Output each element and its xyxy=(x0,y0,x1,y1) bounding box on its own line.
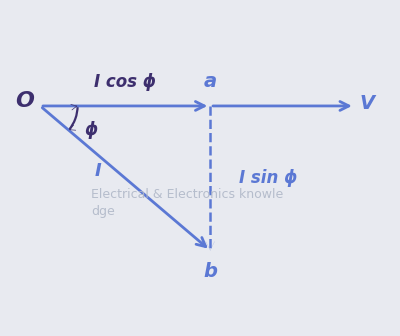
Text: ϕ: ϕ xyxy=(84,121,98,139)
Text: V: V xyxy=(359,94,374,113)
Text: O: O xyxy=(16,91,34,111)
Text: a: a xyxy=(204,72,217,91)
Text: Electrical & Electronics knowle: Electrical & Electronics knowle xyxy=(91,188,284,201)
Text: I: I xyxy=(95,162,101,180)
Text: I sin ϕ: I sin ϕ xyxy=(239,169,298,187)
Text: dge: dge xyxy=(91,205,115,218)
Text: b: b xyxy=(203,262,217,281)
Text: I cos ϕ: I cos ϕ xyxy=(94,73,156,91)
